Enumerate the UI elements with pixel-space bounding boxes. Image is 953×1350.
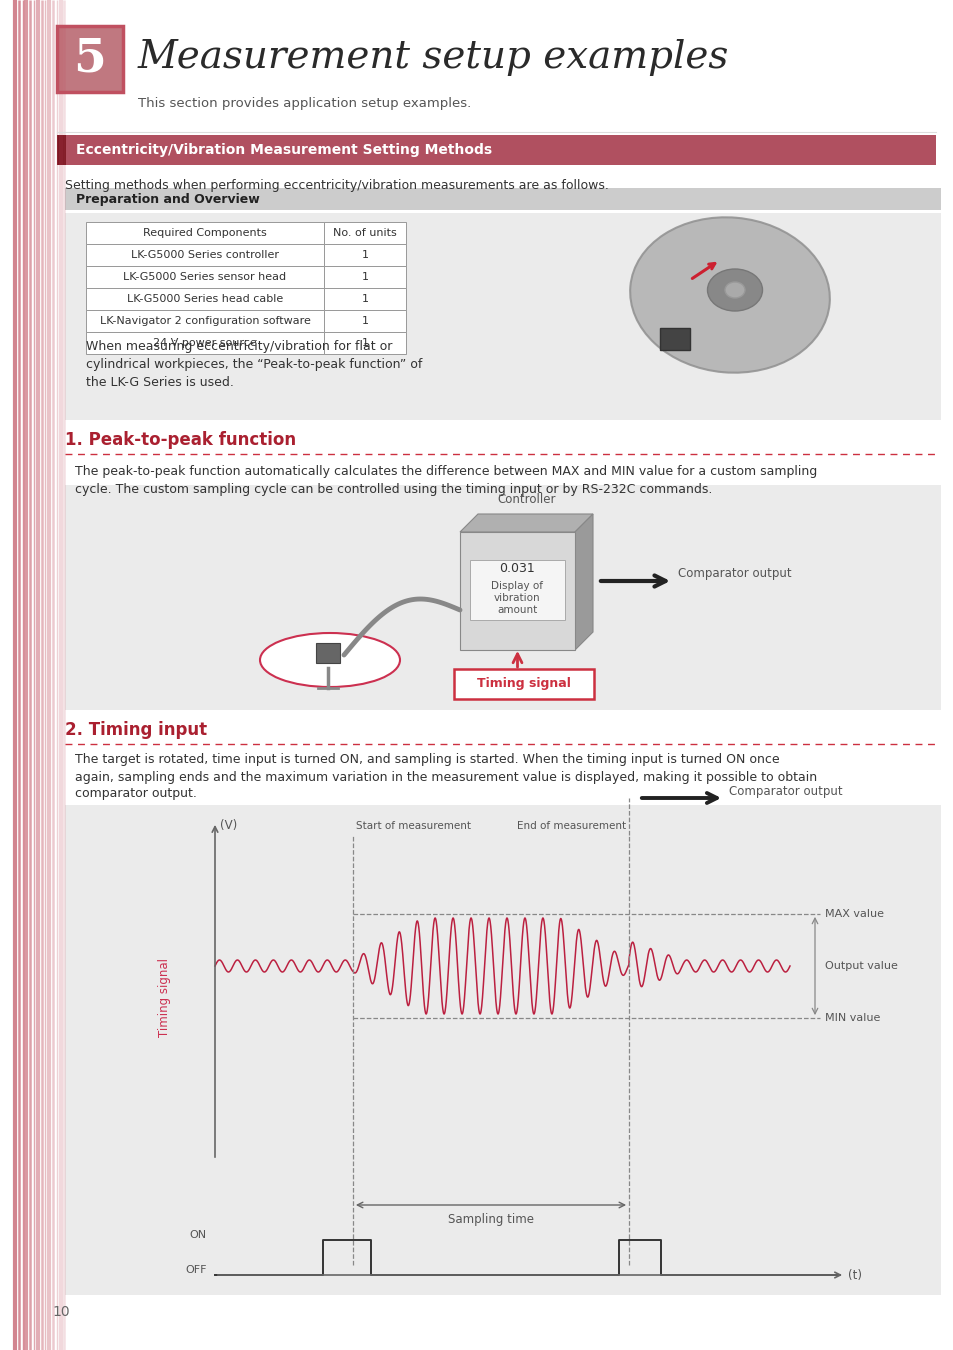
- Text: 0.031: 0.031: [499, 562, 535, 575]
- Text: When measuring eccentricity/vibration for flat or: When measuring eccentricity/vibration fo…: [86, 340, 392, 352]
- Text: Preparation and Overview: Preparation and Overview: [76, 193, 259, 205]
- Text: 1. Peak-to-peak function: 1. Peak-to-peak function: [65, 431, 295, 450]
- Text: LK-G5000 Series head cable: LK-G5000 Series head cable: [127, 294, 283, 304]
- Text: 1: 1: [361, 316, 368, 325]
- Ellipse shape: [724, 282, 744, 298]
- Bar: [65, 805, 940, 1295]
- Bar: [57, 26, 123, 92]
- Polygon shape: [459, 514, 593, 532]
- Text: cylindrical workpieces, the “Peak-to-peak function” of: cylindrical workpieces, the “Peak-to-pea…: [86, 358, 422, 371]
- Text: (t): (t): [847, 1269, 862, 1281]
- Text: 10: 10: [52, 1305, 70, 1319]
- Bar: [86, 288, 324, 311]
- Text: The peak-to-peak function automatically calculates the difference between MAX an: The peak-to-peak function automatically …: [75, 466, 817, 478]
- Bar: [57, 135, 66, 165]
- Bar: [659, 328, 689, 350]
- Text: LK-G5000 Series sensor head: LK-G5000 Series sensor head: [123, 271, 286, 282]
- Text: No. of units: No. of units: [333, 228, 396, 238]
- Ellipse shape: [260, 633, 399, 687]
- Bar: [65, 213, 940, 420]
- Text: Measurement setup examples: Measurement setup examples: [138, 39, 729, 76]
- Text: Start of measurement: Start of measurement: [355, 821, 471, 832]
- Bar: [57, 135, 935, 165]
- Bar: [86, 332, 324, 354]
- Text: Setting methods when performing eccentricity/vibration measurements are as follo: Setting methods when performing eccentri…: [65, 178, 608, 192]
- Bar: [459, 532, 575, 649]
- Text: cycle. The custom sampling cycle can be controlled using the timing input or by : cycle. The custom sampling cycle can be …: [75, 482, 712, 495]
- Text: 1: 1: [361, 294, 368, 304]
- Text: 5: 5: [73, 35, 107, 81]
- Bar: [324, 288, 406, 311]
- Text: Timing signal: Timing signal: [158, 958, 172, 1037]
- Text: amount: amount: [497, 605, 537, 616]
- Text: Display of: Display of: [491, 580, 543, 591]
- Text: vibration: vibration: [494, 593, 540, 603]
- Text: This section provides application setup examples.: This section provides application setup …: [138, 96, 471, 109]
- FancyBboxPatch shape: [454, 670, 594, 699]
- Text: The target is rotated, time input is turned ON, and sampling is started. When th: The target is rotated, time input is tur…: [75, 753, 779, 767]
- Bar: [65, 188, 940, 211]
- Text: MIN value: MIN value: [824, 1012, 880, 1023]
- Bar: [470, 560, 564, 620]
- Bar: [65, 485, 940, 710]
- Bar: [324, 221, 406, 244]
- Bar: [86, 266, 324, 288]
- Bar: [324, 266, 406, 288]
- Bar: [324, 310, 406, 332]
- Text: 1: 1: [361, 338, 368, 348]
- Text: 1: 1: [361, 250, 368, 261]
- Bar: [86, 310, 324, 332]
- Text: Eccentricity/Vibration Measurement Setting Methods: Eccentricity/Vibration Measurement Setti…: [76, 143, 492, 157]
- Text: (V): (V): [220, 819, 237, 833]
- Bar: [86, 221, 324, 244]
- Bar: [324, 332, 406, 354]
- Ellipse shape: [630, 217, 829, 373]
- Text: 24 V power source: 24 V power source: [153, 338, 256, 348]
- Text: ON: ON: [190, 1230, 207, 1241]
- Text: LK-Navigator 2 configuration software: LK-Navigator 2 configuration software: [99, 316, 310, 325]
- Bar: [315, 643, 339, 663]
- Bar: [324, 244, 406, 266]
- Text: Timing signal: Timing signal: [476, 678, 570, 690]
- Text: OFF: OFF: [185, 1265, 207, 1274]
- Text: MAX value: MAX value: [824, 909, 883, 919]
- Text: 1: 1: [361, 271, 368, 282]
- Text: the LK-G Series is used.: the LK-G Series is used.: [86, 377, 233, 389]
- Ellipse shape: [707, 269, 761, 311]
- Text: Output value: Output value: [824, 961, 897, 971]
- Text: again, sampling ends and the maximum variation in the measurement value is displ: again, sampling ends and the maximum var…: [75, 771, 817, 783]
- Text: Sampling time: Sampling time: [448, 1212, 534, 1226]
- Text: Comparator output: Comparator output: [728, 786, 841, 798]
- Text: comparator output.: comparator output.: [75, 787, 196, 801]
- Polygon shape: [575, 514, 593, 649]
- Bar: [86, 244, 324, 266]
- Text: 2. Timing input: 2. Timing input: [65, 721, 207, 738]
- Text: End of measurement: End of measurement: [517, 821, 625, 832]
- Text: Required Components: Required Components: [143, 228, 267, 238]
- Text: Comparator output: Comparator output: [678, 567, 791, 579]
- Text: LK-G5000 Series controller: LK-G5000 Series controller: [131, 250, 278, 261]
- Text: Controller: Controller: [497, 493, 556, 506]
